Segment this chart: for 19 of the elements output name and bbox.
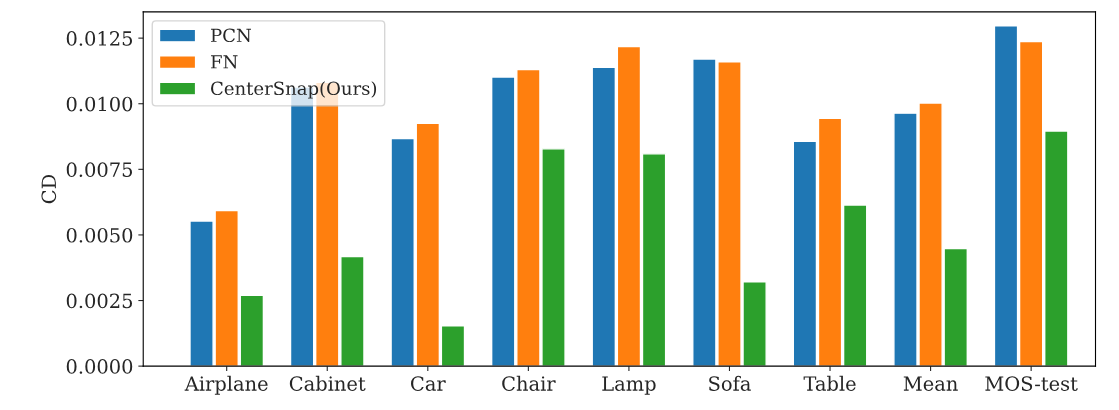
x-tick-label: Table <box>803 375 856 391</box>
y-axis-title: CD <box>41 174 57 204</box>
x-tick-label: Chair <box>502 375 556 391</box>
x-tick-label: Cabinet <box>289 375 366 391</box>
legend-label: PCN <box>211 28 252 43</box>
y-tick-label: 0.0000 <box>66 359 133 374</box>
x-tick-label: Airplane <box>184 375 268 395</box>
x-tick-label: Sofa <box>709 375 751 391</box>
y-tick-label: 0.0125 <box>66 31 133 46</box>
legend-label: CenterSnap(Ours) <box>211 81 377 99</box>
legend-label: FN <box>211 55 238 69</box>
x-tick-label: Lamp <box>602 376 656 395</box>
y-tick-label: 0.0050 <box>66 227 133 243</box>
y-tick-label: 0.0100 <box>66 96 133 112</box>
y-tick-label: 0.0075 <box>66 162 133 177</box>
x-tick-label: Car <box>411 376 446 391</box>
x-tick-label: MOS-test <box>985 376 1078 391</box>
x-tick-label: Mean <box>903 376 958 391</box>
y-tick-label: 0.0025 <box>66 293 133 309</box>
